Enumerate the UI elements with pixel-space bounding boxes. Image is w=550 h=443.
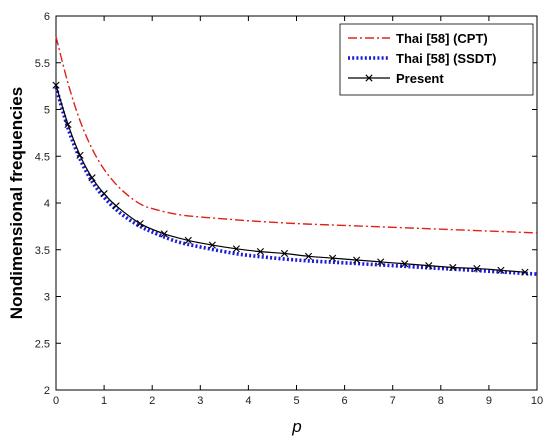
x-tick-label: 8 — [438, 395, 444, 407]
legend-label-2: Present — [396, 71, 444, 86]
legend-box — [339, 23, 534, 96]
y-tick-label: 4 — [44, 198, 50, 210]
legend-marker — [365, 74, 373, 82]
series-line-0 — [55, 36, 538, 234]
data-point-marker — [232, 245, 240, 253]
x-tick-label: 2 — [149, 395, 155, 407]
data-point-marker — [521, 268, 529, 276]
x-tick-label: 10 — [531, 395, 543, 407]
data-point-marker — [256, 248, 265, 256]
y-tick-label: 3.5 — [35, 245, 50, 257]
data-point-marker — [425, 262, 433, 270]
y-axis-label: Nondimensional frequencies — [7, 87, 26, 319]
x-tick-label: 6 — [342, 395, 348, 407]
x-tick-label: 0 — [53, 395, 59, 407]
x-tick-label: 7 — [390, 395, 396, 407]
y-tick-label: 5 — [44, 105, 50, 117]
series-layer — [52, 36, 538, 276]
data-point-marker — [112, 202, 120, 210]
data-point-marker — [100, 190, 108, 198]
data-point-marker — [208, 241, 216, 249]
series-line-1 — [54, 86, 538, 276]
data-point-marker — [497, 266, 505, 274]
y-tick-label: 6 — [44, 11, 50, 23]
legend-label-0: Thai [58] (CPT) — [396, 31, 488, 46]
data-point-marker — [76, 151, 84, 159]
data-point-marker — [184, 236, 192, 244]
data-point-marker — [160, 230, 168, 238]
data-point-marker — [136, 219, 144, 228]
data-point-marker — [449, 263, 457, 272]
data-point-marker — [473, 264, 481, 273]
data-point-marker — [377, 258, 385, 266]
y-tick-label: 4.5 — [35, 151, 50, 163]
data-point-marker — [280, 249, 289, 258]
y-tick-label: 2 — [44, 385, 50, 397]
axis-ticks: 0 1 2 3 4 5 6 7 8 9 10 2 2.5 3 3.5 4 4.5 5 5.5 6 — [35, 11, 543, 407]
x-tick-label: 5 — [293, 395, 299, 407]
data-point-marker — [52, 81, 60, 89]
data-point-marker — [304, 252, 313, 260]
y-tick-label: 2.5 — [35, 338, 50, 350]
data-point-marker — [88, 174, 96, 182]
data-point-marker — [401, 260, 409, 268]
y-tick-label: 5.5 — [35, 58, 50, 70]
x-tick-label: 9 — [486, 395, 492, 407]
data-point-marker — [353, 256, 361, 264]
y-tick-label: 3 — [44, 292, 50, 304]
x-tick-label: 1 — [101, 395, 107, 407]
legend-label-1: Thai [58] (SSDT) — [396, 51, 496, 66]
data-point-marker — [64, 120, 72, 129]
data-point-marker — [328, 254, 337, 262]
x-tick-label: 4 — [245, 395, 251, 407]
legend: Thai [58] (CPT) Thai [58] (SSDT) Present — [339, 23, 534, 96]
x-axis-label: p — [291, 417, 301, 436]
x-tick-label: 3 — [197, 395, 203, 407]
